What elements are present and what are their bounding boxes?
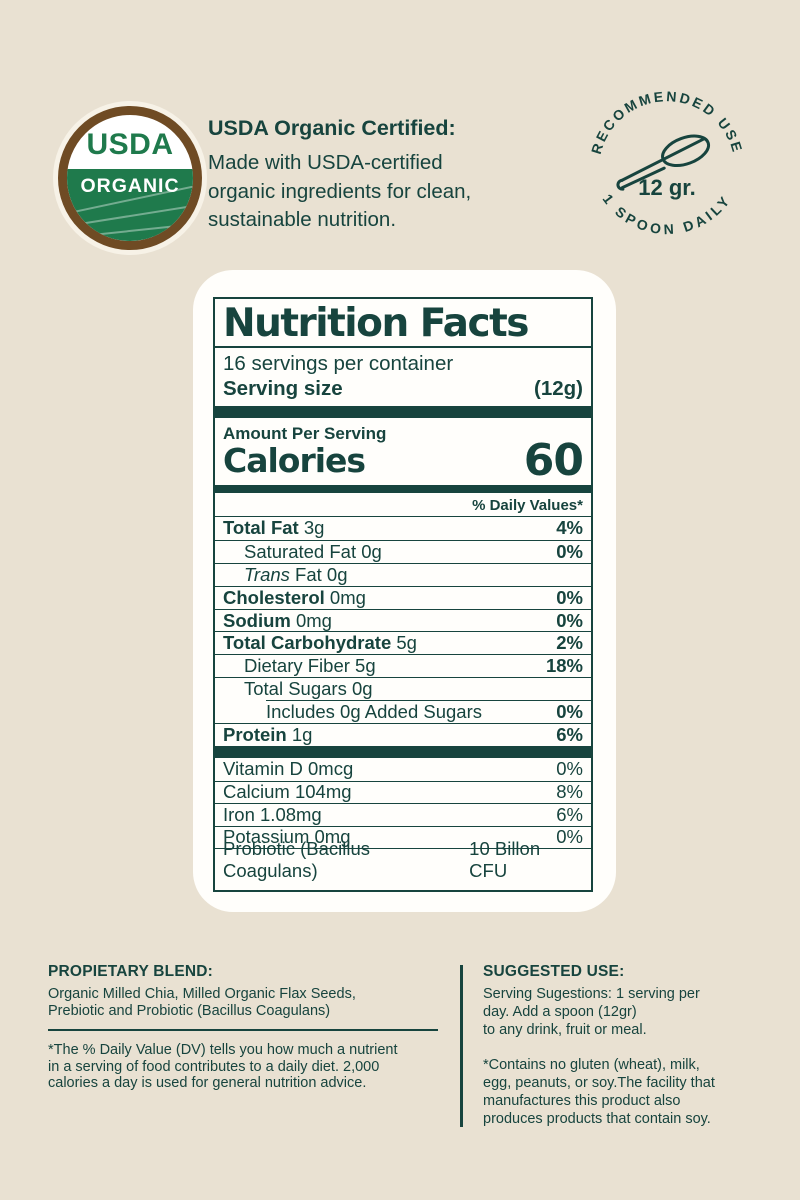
nutrient-amount: 5g — [391, 632, 417, 654]
nutrient-row-cholesterol: Cholesterol 0mg 0% — [215, 585, 591, 609]
nutrient-amount: Fat 0g — [289, 563, 348, 585]
nutrient-row-total-sugars: Total Sugars 0g — [215, 677, 591, 700]
daily-value-note: *The % Daily Value (DV) tells you how mu… — [48, 1042, 398, 1091]
serving-size-label: Serving size — [223, 377, 343, 400]
vitamin-dv: 6% — [556, 803, 583, 825]
certification-blurb: USDA Organic Certified: Made with USDA-c… — [208, 116, 568, 235]
proprietary-blend-body: Organic Milled Chia, Milled Organic Flax… — [48, 986, 356, 1019]
calories-value: 60 — [523, 435, 584, 486]
vitamin-row-vitamin-d: Vitamin D 0mcg 0% — [215, 758, 591, 781]
nutrient-dv: 6% — [556, 723, 583, 745]
nutrient-name: Total Carbohydrate — [223, 632, 392, 654]
nutrient-amount: Includes 0g Added Sugars — [266, 701, 482, 723]
nutrient-name: Total Fat — [223, 517, 299, 539]
nutrient-name: Trans — [244, 563, 290, 585]
calories-label: Calories — [223, 441, 366, 480]
nutrient-amount: 1g — [286, 723, 313, 745]
recommended-use-stamp: RECOMMENDED USE 1 SPOON DAILY 12 gr. — [588, 88, 744, 237]
servings-per-container: 16 servings per container — [223, 352, 454, 375]
allergen-note: *Contains no gluten (wheat), milk, egg, … — [483, 1057, 715, 1127]
vertical-divider — [460, 965, 463, 1127]
nutrient-amount: 0mg — [290, 609, 332, 631]
serving-size-row: Serving size (12g) — [215, 376, 591, 406]
nutrient-label: Sodium 0mg — [223, 610, 332, 632]
nutrient-row-dietary-fiber: Dietary Fiber 5g 18% — [215, 654, 591, 677]
calories-row: Calories 60 — [215, 435, 591, 486]
vitamin-label: Potassium 0mg — [223, 826, 351, 848]
vitamin-label: Iron 1.08mg — [223, 803, 322, 825]
vitamin-dv: 8% — [556, 781, 583, 803]
proprietary-blend-column: PROPIETARY BLEND: Organic Milled Chia, M… — [48, 963, 443, 1092]
amount-per-serving-label: Amount Per Serving — [223, 424, 387, 443]
usda-seal-top-text: USDA — [86, 128, 174, 161]
vitamin-row-iron: Iron 1.08mg 6% — [215, 803, 591, 826]
nutrient-amount: Total Sugars 0g — [244, 678, 373, 700]
nutrient-label: Cholesterol 0mg — [223, 587, 366, 609]
nutrient-dv: 0% — [556, 586, 583, 608]
suggested-use-title: SUGGESTED USE: — [483, 963, 625, 980]
nutrient-amount: 3g — [298, 517, 325, 539]
vitamin-label: Calcium 104mg — [223, 781, 352, 803]
nutrient-row-trans-fat: Trans Fat 0g — [215, 562, 591, 586]
usda-organic-seal-icon: USDA ORGANIC — [58, 106, 202, 250]
medium-divider-bar — [215, 485, 591, 493]
vitamin-dv: 10 Billon CFU — [469, 838, 541, 882]
suggested-use-body: Serving Sugestions: 1 serving per day. A… — [483, 986, 700, 1038]
vitamin-dv: 0% — [556, 826, 583, 848]
nutrition-facts-title: Nutrition Facts — [215, 299, 591, 348]
thick-divider-bar — [215, 406, 591, 418]
nutrient-dv: 18% — [545, 655, 583, 677]
vitamin-dv: 0% — [556, 758, 583, 780]
nutrient-label: Trans Fat 0g — [223, 564, 348, 586]
nutrition-facts-box: Nutrition Facts 16 servings per containe… — [213, 297, 593, 892]
nutrient-label: Includes 0g Added Sugars — [223, 701, 482, 723]
spoon-icon — [616, 134, 711, 191]
nutrient-dv: 0% — [556, 701, 583, 723]
certification-body: Made with USDA-certified organic ingredi… — [208, 151, 472, 231]
nutrient-dv: 0% — [556, 609, 583, 631]
nutrient-label: Total Fat 3g — [223, 517, 324, 539]
nutrient-dv: 0% — [556, 540, 583, 562]
usda-seal-green-half: ORGANIC — [67, 169, 193, 241]
nutrient-label: Total Sugars 0g — [223, 678, 373, 700]
stamp-grams-label: 12 gr. — [638, 175, 695, 200]
vitamin-label: Probiotic (Bacillus Coagulans) — [223, 838, 371, 882]
nutrient-name: Protein — [223, 723, 287, 745]
certification-title: USDA Organic Certified: — [208, 116, 456, 140]
nutrient-row-protein: Protein 1g 6% — [215, 723, 591, 746]
nutrient-label: Dietary Fiber 5g — [223, 655, 376, 677]
horizontal-divider — [48, 1029, 438, 1031]
nutrient-label: Total Carbohydrate 5g — [223, 632, 417, 654]
nutrient-amount: Saturated Fat 0g — [244, 540, 382, 562]
nutrient-label: Saturated Fat 0g — [223, 541, 382, 563]
nutrition-facts-card: Nutrition Facts 16 servings per containe… — [193, 270, 616, 912]
vitamin-label: Vitamin D 0mcg — [223, 758, 354, 780]
nutrient-dv: 4% — [556, 517, 583, 539]
vitamin-row-potassium: Potassium 0mg 0% — [215, 825, 591, 849]
usda-seal-bottom-text: ORGANIC — [80, 175, 180, 198]
proprietary-blend-title: PROPIETARY BLEND: — [48, 963, 214, 980]
vitamin-row-calcium: Calcium 104mg 8% — [215, 780, 591, 804]
nutrient-name: Cholesterol — [223, 586, 325, 608]
nutrient-row-total-carbohydrate: Total Carbohydrate 5g 2% — [215, 631, 591, 654]
thick-divider-bar — [215, 745, 591, 758]
nutrient-dv: 2% — [556, 632, 583, 654]
nutrient-row-saturated-fat: Saturated Fat 0g 0% — [215, 539, 591, 563]
nutrient-amount: 0mg — [324, 586, 366, 608]
nutrient-row-sodium: Sodium 0mg 0% — [215, 608, 591, 632]
daily-values-header: % Daily Values* — [215, 493, 591, 517]
serving-size-value: (12g) — [534, 377, 583, 400]
nutrient-name: Sodium — [223, 609, 291, 631]
nutrient-amount: Dietary Fiber 5g — [244, 655, 376, 677]
vitamin-row-probiotic: Probiotic (Bacillus Coagulans) 10 Billon… — [215, 838, 591, 881]
nutrient-row-added-sugars: Includes 0g Added Sugars 0% — [215, 699, 591, 723]
nutrient-row-total-fat: Total Fat 3g 4% — [215, 517, 591, 540]
suggested-use-column: SUGGESTED USE: Serving Sugestions: 1 ser… — [483, 963, 765, 1129]
nutrient-label: Protein 1g — [223, 724, 312, 746]
